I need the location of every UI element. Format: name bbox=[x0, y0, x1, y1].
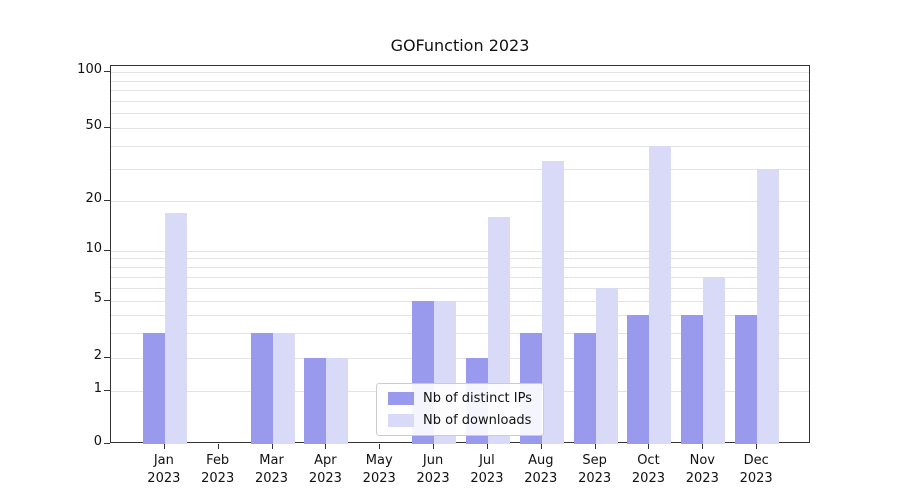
bar-downloads-aug bbox=[541, 161, 564, 444]
y-axis-label-20: 20 bbox=[85, 190, 102, 206]
y-tick-mark bbox=[104, 126, 110, 128]
x-tick-mark bbox=[702, 444, 704, 449]
gridline bbox=[111, 72, 809, 74]
x-tick-mark bbox=[486, 444, 488, 449]
x-axis-label-jun: Jun 2023 bbox=[416, 453, 450, 486]
x-axis-label-oct: Oct 2023 bbox=[631, 453, 665, 486]
bar-downloads-nov bbox=[703, 276, 726, 444]
gridline bbox=[111, 80, 809, 82]
legend: Nb of distinct IPs Nb of downloads bbox=[376, 383, 544, 436]
y-tick-mark bbox=[104, 199, 110, 201]
legend-label-distinct-ips: Nb of distinct IPs bbox=[423, 391, 532, 406]
gridline bbox=[111, 267, 809, 269]
gridline bbox=[111, 127, 809, 129]
x-axis-label-feb: Feb 2023 bbox=[201, 453, 235, 486]
gridline bbox=[111, 301, 809, 303]
gridline bbox=[111, 258, 809, 260]
bar-downloads-jan bbox=[164, 212, 187, 444]
gridline bbox=[111, 200, 809, 202]
y-axis-label-5: 5 bbox=[93, 291, 102, 307]
y-axis-label-50: 50 bbox=[85, 117, 102, 133]
y-tick-mark bbox=[104, 390, 110, 392]
x-axis-label-may: May 2023 bbox=[362, 453, 396, 486]
y-tick-mark bbox=[104, 249, 110, 251]
bar-distinct-ips-sep bbox=[573, 332, 596, 444]
legend-item-downloads: Nb of downloads bbox=[388, 413, 532, 428]
gridline bbox=[111, 90, 809, 92]
x-axis-label-mar: Mar 2023 bbox=[254, 453, 289, 486]
x-tick-mark bbox=[271, 444, 273, 449]
x-axis-label-apr: Apr 2023 bbox=[308, 453, 342, 486]
x-axis-label-aug: Aug 2023 bbox=[524, 453, 558, 486]
gridline bbox=[111, 250, 809, 252]
gridline bbox=[111, 358, 809, 359]
gridline bbox=[111, 314, 809, 316]
x-tick-mark bbox=[433, 444, 435, 449]
x-tick-mark bbox=[379, 444, 381, 449]
bar-distinct-ips-nov bbox=[681, 314, 704, 444]
x-axis-label-dec: Dec 2023 bbox=[739, 453, 773, 486]
y-axis-label-100: 100 bbox=[77, 62, 102, 78]
gridline bbox=[111, 168, 809, 170]
y-tick-mark bbox=[104, 357, 110, 358]
x-tick-mark bbox=[217, 444, 219, 449]
plot-area: Nb of distinct IPs Nb of downloads bbox=[110, 65, 810, 444]
x-tick-mark bbox=[540, 444, 542, 449]
y-tick-mark bbox=[104, 300, 110, 302]
bar-downloads-dec bbox=[757, 168, 780, 444]
x-tick-mark bbox=[648, 444, 650, 449]
gridline bbox=[111, 145, 809, 147]
bar-distinct-ips-oct bbox=[627, 314, 650, 444]
chart-title: GOFunction 2023 bbox=[390, 36, 530, 55]
bar-downloads-sep bbox=[595, 287, 618, 444]
gridline bbox=[111, 276, 809, 278]
x-tick-mark bbox=[594, 444, 596, 449]
y-axis-label-2: 2 bbox=[93, 348, 102, 363]
y-axis-label-1: 1 bbox=[93, 381, 102, 397]
bar-downloads-apr bbox=[326, 358, 349, 444]
legend-swatch-distinct-ips bbox=[388, 392, 415, 405]
gridline bbox=[111, 113, 809, 115]
y-axis-label-10: 10 bbox=[85, 240, 102, 256]
legend-label-downloads: Nb of downloads bbox=[423, 413, 532, 428]
x-axis-label-sep: Sep 2023 bbox=[578, 453, 612, 486]
bar-distinct-ips-jan bbox=[142, 332, 165, 444]
bar-distinct-ips-apr bbox=[304, 358, 327, 444]
gridline bbox=[111, 332, 809, 334]
x-axis-label-nov: Nov 2023 bbox=[685, 453, 719, 486]
y-tick-mark bbox=[104, 71, 110, 73]
x-tick-mark bbox=[325, 444, 327, 449]
x-tick-mark bbox=[756, 444, 758, 449]
bar-downloads-oct bbox=[649, 145, 672, 444]
legend-swatch-downloads bbox=[388, 414, 415, 427]
y-axis-label-0: 0 bbox=[93, 434, 102, 449]
bar-distinct-ips-dec bbox=[735, 314, 758, 444]
bar-downloads-mar bbox=[272, 332, 295, 444]
x-axis-label-jan: Jan 2023 bbox=[147, 453, 181, 486]
gridline bbox=[111, 100, 809, 102]
gridline bbox=[111, 287, 809, 289]
y-tick-mark bbox=[104, 443, 110, 444]
x-tick-mark bbox=[163, 444, 165, 449]
bar-distinct-ips-mar bbox=[250, 332, 273, 444]
x-axis-label-jul: Jul 2023 bbox=[470, 453, 504, 486]
legend-item-distinct-ips: Nb of distinct IPs bbox=[388, 391, 532, 406]
